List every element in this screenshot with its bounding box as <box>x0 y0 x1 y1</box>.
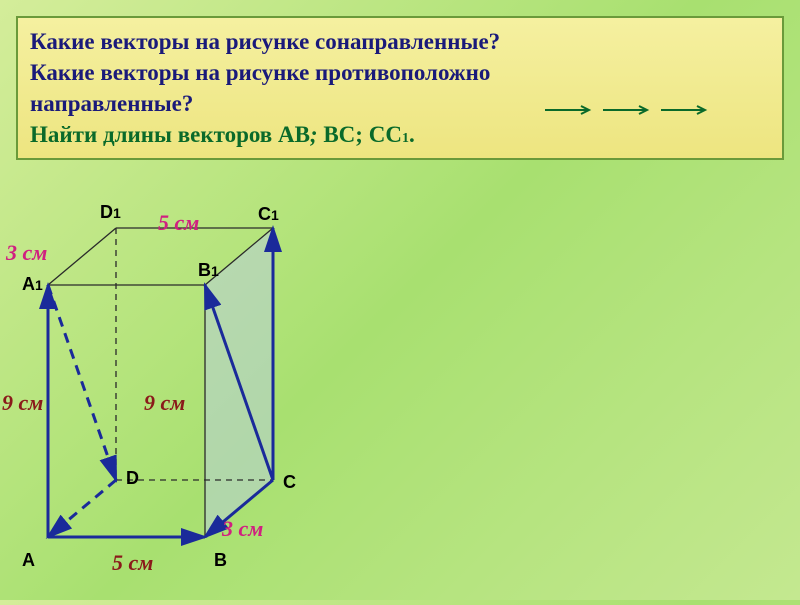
vertex-B1: B1 <box>198 260 219 281</box>
dim-d3_left: 3 см <box>6 240 47 266</box>
dim-d9_mid: 9 см <box>144 390 185 416</box>
cube-diagram: A B C D A1 B1 C1 D1 5 см 3 см 9 см 9 см 3 см 5 см <box>0 190 350 600</box>
question-box: Какие векторы на рисунке сонаправленные?… <box>16 16 784 160</box>
semicolon-italic: ; <box>310 122 318 147</box>
question-line-codirectional: Какие векторы на рисунке сонаправленные? <box>30 26 770 57</box>
dim-d9_left: 9 см <box>2 390 43 416</box>
lengths-cc: СС <box>369 122 402 147</box>
lengths-bc: ВС; <box>318 122 369 147</box>
period: . <box>409 122 415 147</box>
vector-arrows-over-text <box>545 98 745 122</box>
question-line-lengths: Найти длины векторов АВ; ВС; СС1. <box>30 119 770 150</box>
vertex-D1: D1 <box>100 202 121 223</box>
lengths-cc-sub: 1 <box>402 131 409 146</box>
vertex-B: B <box>214 550 227 571</box>
vertex-C1: C1 <box>258 204 279 225</box>
lengths-prefix: Найти длины векторов АВ <box>30 122 310 147</box>
vertex-A1: A1 <box>22 274 43 295</box>
dim-d3_bot: 3 см <box>222 516 263 542</box>
dim-d5_top: 5 см <box>158 210 199 236</box>
vertex-A: A <box>22 550 35 571</box>
vertex-C: C <box>283 472 296 493</box>
vertex-D: D <box>126 468 139 489</box>
question-line-opposite-1: Какие векторы на рисунке противоположно <box>30 57 770 88</box>
dim-d5_bot: 5 см <box>112 550 153 576</box>
